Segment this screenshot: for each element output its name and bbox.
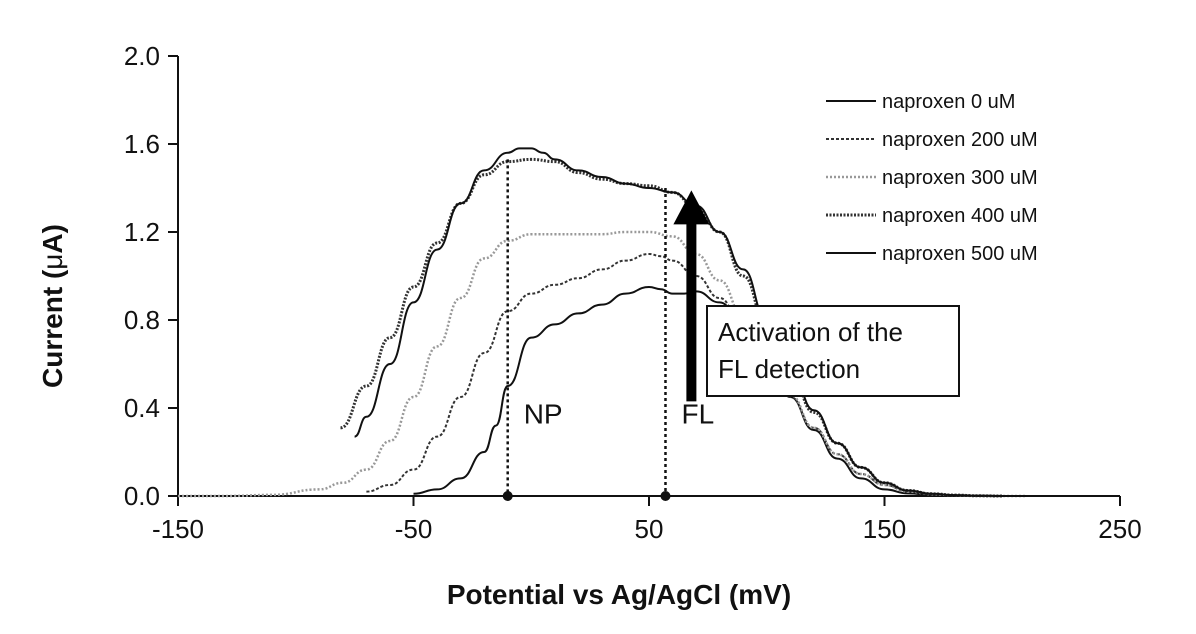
legend: naproxen 0 uM naproxen 200 uM naproxen 300… <box>826 91 1038 265</box>
legend-label-1: naproxen 0 uM <box>882 91 1015 113</box>
series-layer <box>178 147 1026 498</box>
annotation-box <box>706 305 960 397</box>
marker-label-fl: FL <box>681 398 714 429</box>
x-tick-label: 150 <box>863 514 906 544</box>
y-axis-title: Current (μA) <box>37 224 68 388</box>
marker-layer: NP FL <box>502 159 714 501</box>
x-tick-label: -150 <box>152 514 204 544</box>
marker-label-np: NP <box>524 398 563 429</box>
x-axis-title: Potential vs Ag/AgCl (mV) <box>447 579 791 610</box>
y-tick-label: 0.0 <box>124 481 160 511</box>
annotation-line-1: Activation of the <box>718 317 903 347</box>
y-axis-title-suffix: A) <box>37 224 68 254</box>
y-tick-label: 2.0 <box>124 41 160 71</box>
annotation-line-2: FL detection <box>718 354 860 384</box>
y-ticks: 0.0 0.4 0.8 1.2 1.6 2.0 <box>124 41 178 511</box>
marker-dot-np <box>502 491 513 501</box>
legend-label-2: naproxen 200 uM <box>882 129 1038 151</box>
marker-dot-fl <box>660 491 671 501</box>
y-axis-title-prefix: Current ( <box>37 269 68 388</box>
y-axis-title-mu: μ <box>37 254 68 270</box>
x-tick-label: 250 <box>1098 514 1141 544</box>
series-line-2 <box>366 252 1003 497</box>
y-tick-label: 0.4 <box>124 393 160 423</box>
annotation: Activation of the FL detection <box>673 190 960 402</box>
legend-label-3: naproxen 300 uM <box>882 167 1038 189</box>
x-ticks: -150 -50 50 150 250 <box>152 496 1142 544</box>
series-line-3 <box>178 230 1026 498</box>
y-tick-label: 1.2 <box>124 217 160 247</box>
axes: 0.0 0.4 0.8 1.2 1.6 2.0 -150 -50 50 150 250 <box>124 41 1142 544</box>
legend-label-4: naproxen 400 uM <box>882 205 1038 227</box>
series-line-1 <box>413 285 1003 497</box>
legend-label-5: naproxen 500 uM <box>882 243 1038 265</box>
y-tick-label: 1.6 <box>124 129 160 159</box>
annotation-arrow-head <box>673 190 710 225</box>
x-tick-label: 50 <box>635 514 664 544</box>
x-tick-label: -50 <box>395 514 433 544</box>
y-tick-label: 0.8 <box>124 305 160 335</box>
series-line-5 <box>354 147 1026 497</box>
